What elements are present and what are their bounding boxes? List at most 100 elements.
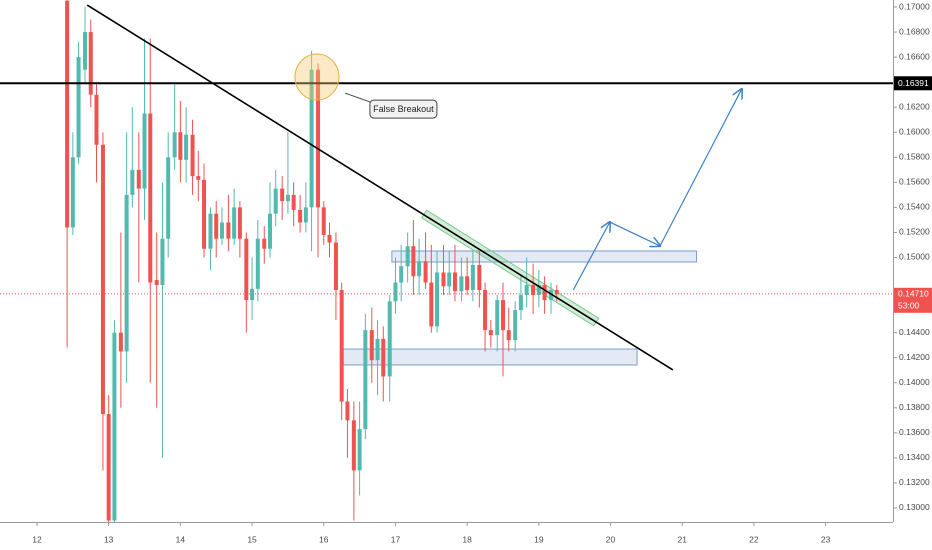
x-tick-label: 17 (391, 534, 401, 544)
arrow (659, 89, 742, 247)
candle-body (351, 420, 356, 471)
candle-body (202, 179, 207, 249)
arrow (609, 221, 660, 246)
callout-text: False Breakout (373, 104, 434, 114)
y-tick-label: 0.13200 (899, 477, 930, 487)
candle-body (303, 207, 308, 223)
candle-body (518, 295, 523, 311)
candle-body (124, 194, 129, 352)
candle-body (196, 176, 201, 180)
x-tick-label: 23 (821, 534, 831, 544)
candle-body (345, 401, 350, 421)
candle-body (172, 132, 177, 158)
candle-body (549, 290, 554, 301)
price-badges: 0.16391 0.14710 53:00 (894, 76, 932, 313)
candle-body (405, 246, 410, 267)
candle-body (219, 222, 224, 239)
candle-body (417, 261, 422, 277)
candle-body (136, 169, 141, 189)
candle-body (130, 169, 135, 195)
candle-body (316, 69, 321, 208)
highlight-circle (294, 53, 340, 101)
y-tick-label: 0.16000 (899, 127, 930, 137)
candle-body (94, 94, 99, 145)
x-tick-label: 16 (319, 534, 329, 544)
candle-body (298, 209, 303, 223)
candle-body (190, 134, 195, 177)
candle-body (142, 113, 147, 189)
candle-body (411, 246, 416, 277)
candle-body (357, 429, 362, 471)
x-tick-label: 18 (462, 534, 472, 544)
candle-body (291, 194, 296, 210)
candle-body (441, 272, 446, 287)
candle-body (250, 288, 255, 301)
candle-body (160, 238, 165, 286)
horizontal-line-badge (894, 76, 932, 91)
candle-body (423, 261, 428, 283)
x-tick-label: 21 (677, 534, 687, 544)
arrow (572, 222, 610, 291)
zone (342, 348, 638, 366)
candle-body (500, 300, 505, 331)
candle-body (531, 285, 536, 296)
candle-body (70, 157, 75, 228)
candle-body (178, 132, 183, 160)
candle-body (166, 157, 171, 239)
callout-box (369, 99, 438, 119)
candle-body (488, 330, 493, 336)
plot-area: False Breakout (0, 0, 893, 522)
candle-body (387, 301, 392, 377)
candle-body (214, 213, 219, 239)
candle-body (459, 276, 464, 292)
candle-body (309, 69, 314, 208)
candle-body (465, 276, 470, 291)
candle-body (321, 207, 326, 235)
candle-body (226, 222, 231, 239)
last-price-label: 0.14710 (898, 289, 929, 299)
y-tick-label: 0.15800 (899, 152, 930, 162)
x-tick-label: 20 (606, 534, 616, 544)
last-price-badge (894, 287, 932, 313)
candle-body (524, 285, 529, 296)
candle-body (369, 330, 374, 361)
x-tick-label: 14 (176, 534, 186, 544)
candle-body (495, 300, 500, 336)
candle-body (393, 282, 398, 302)
candle-body (232, 207, 237, 239)
x-tick-label: 15 (247, 534, 257, 544)
y-tick-label: 0.16800 (899, 26, 930, 36)
x-tick-label: 13 (104, 534, 114, 544)
y-tick-label: 0.17000 (899, 1, 930, 11)
x-tick-label: 22 (749, 534, 759, 544)
candle-body (327, 234, 332, 243)
candle-body (435, 272, 440, 327)
y-tick-label: 0.15000 (899, 252, 930, 262)
candle-body (76, 57, 81, 158)
y-tick-label: 0.15400 (899, 202, 930, 212)
candle-body (237, 207, 242, 239)
candle-body (112, 332, 117, 521)
candle-body (262, 238, 267, 249)
candle-body (255, 238, 260, 289)
candle-body (477, 265, 482, 291)
candle-body (513, 310, 518, 341)
y-tick-label: 0.13000 (899, 502, 930, 512)
trendline (86, 4, 674, 371)
candle-body (88, 32, 93, 95)
y-tick-label: 0.16600 (899, 51, 930, 61)
candle-body (148, 113, 153, 283)
candle-body (470, 265, 475, 291)
candle-body (381, 338, 386, 377)
y-tick-label: 0.13800 (899, 402, 930, 412)
candle-body (339, 290, 344, 402)
y-tick-label: 0.13400 (899, 452, 930, 462)
candle-body (280, 188, 285, 202)
candle-body (65, 0, 70, 228)
candle-body (273, 188, 278, 214)
y-tick-label: 0.15200 (899, 227, 930, 237)
candle-body (333, 242, 338, 291)
y-tick-label: 0.14200 (899, 352, 930, 362)
